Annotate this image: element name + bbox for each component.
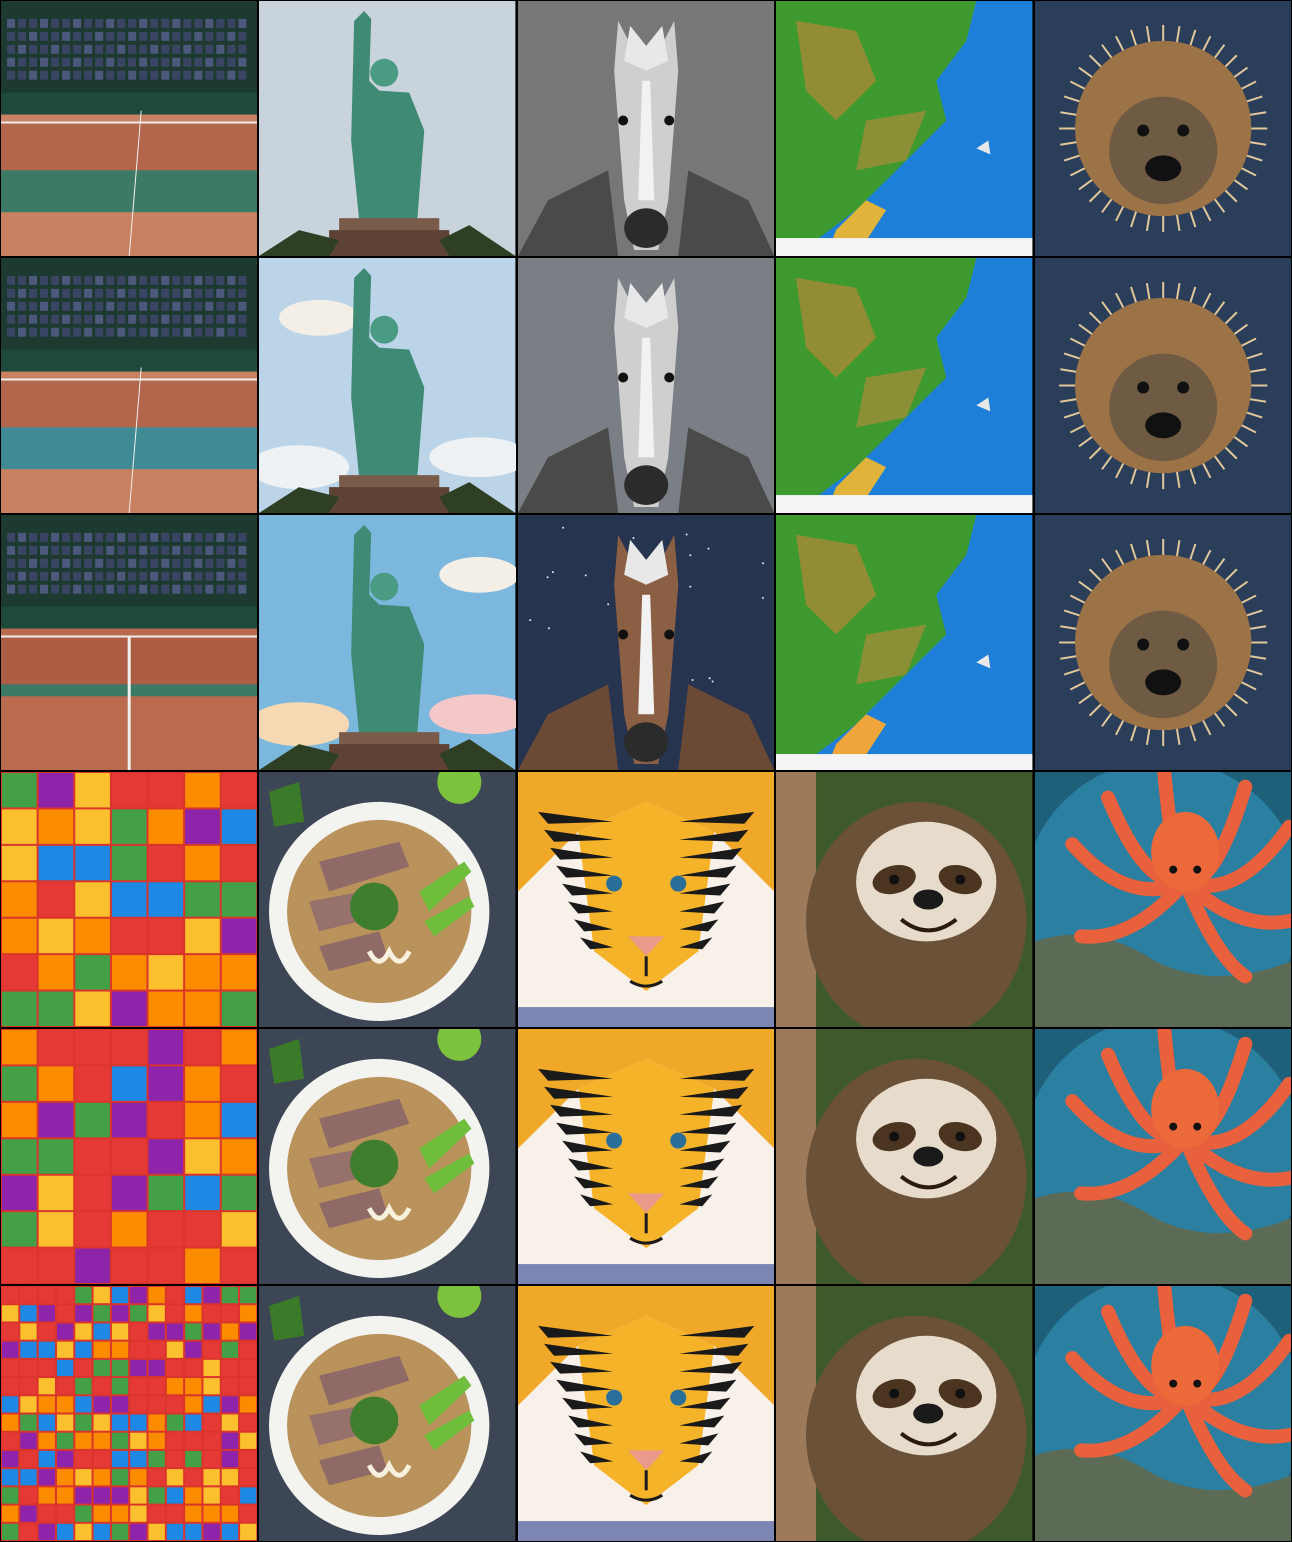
- image-tile: [1034, 515, 1291, 770]
- statue-of-liberty-icon: [259, 515, 516, 770]
- tennis-stadium-icon: [1, 515, 258, 770]
- image-tile: [517, 258, 775, 513]
- image-tile: [517, 515, 775, 770]
- image-tile: [259, 1, 516, 256]
- coastline-map-icon: [776, 258, 1033, 513]
- hedgehog-icon: [1034, 1, 1291, 256]
- image-tile: [1, 515, 258, 770]
- tennis-stadium-icon: [1, 258, 258, 513]
- pho-bowl-icon: [259, 772, 516, 1027]
- sloth-icon: [776, 772, 1033, 1027]
- toy-blocks-icon: [1, 1286, 258, 1541]
- horse-icon: [517, 258, 775, 513]
- image-tile: [776, 1029, 1033, 1284]
- octopus-icon: [1034, 772, 1291, 1027]
- image-tile: [776, 1, 1033, 256]
- image-tile: [776, 515, 1033, 770]
- pho-bowl-icon: [259, 1029, 516, 1284]
- image-tile: [1, 772, 258, 1027]
- toy-blocks-icon: [1, 772, 258, 1027]
- image-tile: [517, 1029, 775, 1284]
- sloth-icon: [776, 1029, 1033, 1284]
- image-tile: [517, 1286, 775, 1541]
- image-tile: [1034, 1, 1291, 256]
- horse-icon: [517, 1, 775, 256]
- image-tile: [1034, 258, 1291, 513]
- octopus-icon: [1034, 1286, 1291, 1541]
- pho-bowl-icon: [259, 1286, 516, 1541]
- sloth-icon: [776, 1286, 1033, 1541]
- image-tile: [517, 772, 775, 1027]
- image-tile: [1, 258, 258, 513]
- hedgehog-icon: [1034, 258, 1291, 513]
- statue-of-liberty-icon: [259, 258, 516, 513]
- image-tile: [1034, 772, 1291, 1027]
- image-tile: [776, 258, 1033, 513]
- tiger-icon: [517, 1029, 775, 1284]
- toy-blocks-icon: [1, 1029, 258, 1284]
- image-tile: [1, 1286, 258, 1541]
- image-tile: [259, 258, 516, 513]
- image-tile: [776, 772, 1033, 1027]
- tiger-icon: [517, 772, 775, 1027]
- octopus-icon: [1034, 1029, 1291, 1284]
- image-tile: [259, 1029, 516, 1284]
- image-tile: [1034, 1029, 1291, 1284]
- image-tile: [1034, 1286, 1291, 1541]
- image-tile: [259, 1286, 516, 1541]
- image-tile: [776, 1286, 1033, 1541]
- statue-of-liberty-icon: [259, 1, 516, 256]
- tennis-stadium-icon: [1, 1, 258, 256]
- image-tile: [1, 1, 258, 256]
- image-tile: [259, 515, 516, 770]
- image-tile: [517, 1, 775, 256]
- image-tile: [1, 1029, 258, 1284]
- tiger-icon: [517, 1286, 775, 1541]
- image-tile: [259, 772, 516, 1027]
- hedgehog-icon: [1034, 515, 1291, 770]
- horse-icon: [517, 515, 775, 770]
- coastline-map-icon: [776, 515, 1033, 770]
- coastline-map-icon: [776, 1, 1033, 256]
